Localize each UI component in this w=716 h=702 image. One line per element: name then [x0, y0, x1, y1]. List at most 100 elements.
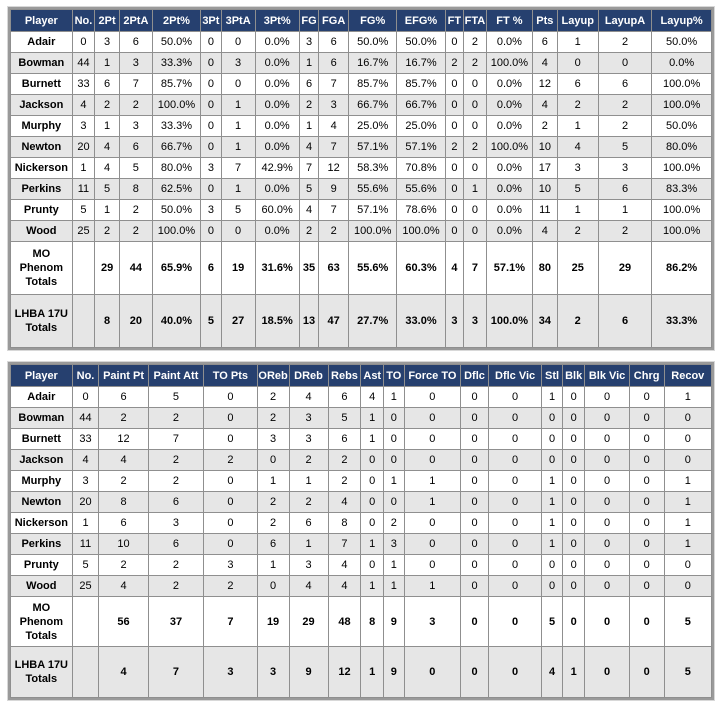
- total-cell-to: 9: [383, 646, 405, 698]
- column-header-recov: Recov: [663, 364, 713, 387]
- stat-cell-ft: 0: [444, 73, 465, 95]
- total-cell-recov: 5: [663, 646, 713, 698]
- player-row: Nickerson 1 4 5 80.0% 3 7 42.9% 7 12 58.3% 70.8% 0 0 0…: [10, 157, 712, 179]
- player-name-cell: Prunty: [10, 199, 73, 221]
- stat-cell-2pta: 2: [118, 220, 153, 242]
- stat-cell-ft: 0: [444, 115, 465, 137]
- total-cell-no: [71, 596, 100, 647]
- stat-cell-to-pts: 0: [203, 428, 258, 450]
- stat-cell-recov: 1: [663, 491, 713, 513]
- team-totals-label: LHBA 17U Totals: [10, 294, 73, 348]
- player-row: Newton 20 8 6 0 2 2 4 0 0 1 0 0 1 0 0 0 1: [10, 491, 713, 513]
- stat-cell-efg-pct: 100.0%: [396, 220, 446, 242]
- stat-cell-dflc: 0: [460, 449, 489, 471]
- stat-cell-2pt: 6: [94, 73, 120, 95]
- stat-cell-paint-pt: 12: [98, 428, 149, 450]
- stat-cell-chrg: 0: [628, 533, 665, 555]
- stat-cell-blk-vic: 0: [584, 512, 630, 534]
- player-name-cell: Burnett: [10, 73, 73, 95]
- stat-cell-force-to: 0: [403, 449, 462, 471]
- column-header-3pta: 3PtA: [220, 9, 256, 32]
- column-header-player: Player: [10, 9, 73, 32]
- total-cell-efg-pct: 60.3%: [396, 241, 446, 295]
- total-cell-force-to: 0: [403, 646, 462, 698]
- player-name-cell: Nickerson: [10, 512, 73, 534]
- total-cell-blk-vic: 0: [584, 596, 630, 647]
- stat-cell-pts: 4: [532, 220, 558, 242]
- stat-cell-no: 0: [71, 386, 100, 408]
- stat-cell-ft: 2: [444, 52, 465, 74]
- stat-cell-pts: 2: [532, 115, 558, 137]
- misc-stats-panel: Player No. Paint Pt Paint Att TO Pts OReb DReb…: [8, 362, 714, 700]
- stat-cell-oreb: 0: [256, 449, 290, 471]
- stat-cell-ast: 1: [360, 428, 385, 450]
- player-name-cell: Newton: [10, 491, 73, 513]
- stat-cell-efg-pct: 66.7%: [396, 94, 446, 116]
- stat-cell-fg-pct: 66.7%: [348, 94, 398, 116]
- stat-cell-fga: 6: [318, 31, 350, 53]
- total-cell-dflc: 0: [460, 646, 489, 698]
- column-header-to: TO: [383, 364, 405, 387]
- stat-cell-dreb: 2: [288, 449, 329, 471]
- column-header-paint-pt: Paint Pt: [98, 364, 149, 387]
- total-cell-layup-pct: 33.3%: [651, 294, 712, 348]
- stat-cell-to-pts: 3: [203, 554, 258, 576]
- stat-cell-layup-pct: 100.0%: [651, 157, 712, 179]
- stat-cell-blk-vic: 0: [584, 428, 630, 450]
- stat-cell-no: 3: [71, 470, 100, 492]
- total-cell-3pta: 19: [220, 241, 256, 295]
- column-header-blk-vic: Blk Vic: [584, 364, 630, 387]
- stat-cell-rebs: 4: [327, 575, 362, 597]
- stat-cell-pts: 6: [532, 31, 558, 53]
- stat-cell-3pt: 0: [200, 115, 222, 137]
- total-cell-2pt: 8: [94, 294, 120, 348]
- player-row: Wood 25 4 2 2 0 4 4 1 1 1 0 0 0 0 0 0 0: [10, 575, 713, 597]
- column-header-fta: FTA: [463, 9, 487, 32]
- stat-cell-ast: 0: [360, 491, 385, 513]
- stat-cell-dflc: 0: [460, 512, 489, 534]
- stat-cell-chrg: 0: [628, 512, 665, 534]
- stat-cell-no: 1: [71, 512, 100, 534]
- stat-cell-to: 1: [383, 575, 405, 597]
- column-header-ast: Ast: [360, 364, 385, 387]
- stat-cell-ft-pct: 0.0%: [485, 220, 534, 242]
- stat-cell-2pt-pct: 33.3%: [151, 52, 202, 74]
- stat-cell-efg-pct: 25.0%: [396, 115, 446, 137]
- stat-cell-layupa: 6: [597, 73, 653, 95]
- stat-cell-layup: 2: [556, 94, 599, 116]
- player-row: Jackson 4 4 2 2 0 2 2 0 0 0 0 0 0 0 0 0 0: [10, 449, 713, 471]
- stat-cell-3pt: 0: [200, 220, 222, 242]
- column-header-stl: Stl: [541, 364, 563, 387]
- stat-cell-ft: 0: [444, 157, 465, 179]
- stat-cell-to: 0: [383, 449, 405, 471]
- total-cell-fga: 47: [318, 294, 350, 348]
- stat-cell-ft-pct: 100.0%: [485, 52, 534, 74]
- stat-cell-dflc: 0: [460, 407, 489, 429]
- stat-cell-to-pts: 2: [203, 449, 258, 471]
- stat-cell-paint-att: 6: [147, 533, 205, 555]
- stat-cell-2pt: 1: [94, 199, 120, 221]
- stat-cell-blk: 0: [561, 407, 586, 429]
- stat-cell-fg-pct: 55.6%: [348, 178, 398, 200]
- stat-cell-fta: 0: [463, 73, 487, 95]
- total-cell-to: 9: [383, 596, 405, 647]
- stat-cell-dreb: 1: [288, 533, 329, 555]
- stat-cell-stl: 0: [541, 449, 563, 471]
- stat-cell-layup-pct: 100.0%: [651, 73, 712, 95]
- stat-cell-fta: 2: [463, 136, 487, 158]
- stat-cell-force-to: 0: [403, 386, 462, 408]
- total-cell-fg-pct: 55.6%: [348, 241, 398, 295]
- stat-cell-to: 0: [383, 428, 405, 450]
- stat-cell-pts: 17: [532, 157, 558, 179]
- stat-cell-recov: 0: [663, 554, 713, 576]
- total-cell-rebs: 12: [327, 646, 362, 698]
- stat-cell-layupa: 2: [597, 115, 653, 137]
- column-header-force-to: Force TO: [403, 364, 462, 387]
- shooting-stats-table: Player No. 2Pt 2PtA 2Pt% 3Pt 3PtA 3Pt% FG FGA FG% E…: [10, 9, 712, 348]
- stat-cell-dreb: 6: [288, 512, 329, 534]
- player-row: Adair 0 6 5 0 2 4 6 4 1 0 0 0 1 0 0 0 1: [10, 386, 713, 408]
- stat-cell-dreb: 4: [288, 575, 329, 597]
- team-totals-label: LHBA 17U Totals: [10, 646, 73, 698]
- player-name-cell: Adair: [10, 386, 73, 408]
- stat-cell-layup: 1: [556, 199, 599, 221]
